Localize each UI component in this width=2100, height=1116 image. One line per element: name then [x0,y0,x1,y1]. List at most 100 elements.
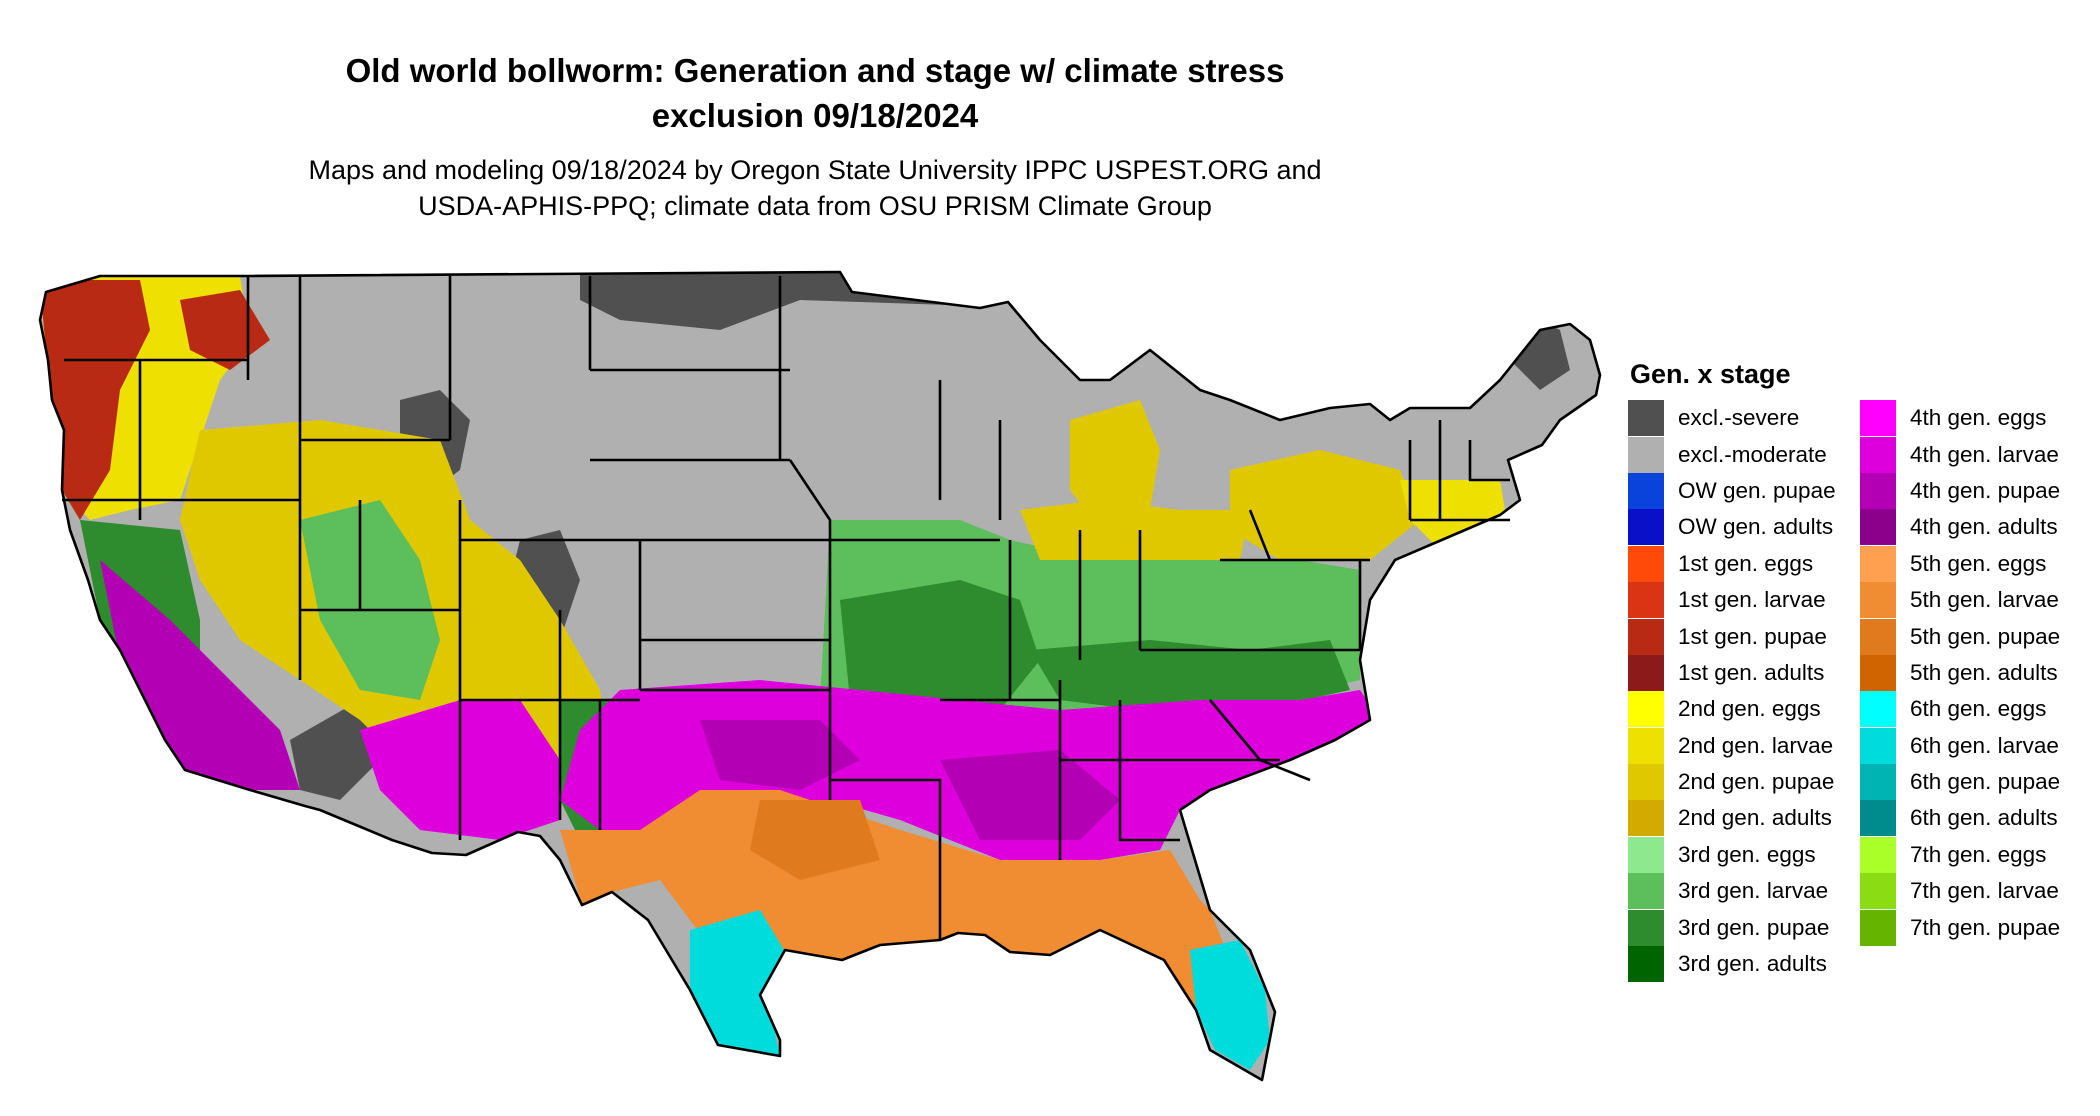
legend-swatch [1628,509,1664,546]
gen3-pupae-missouri [840,580,1040,720]
legend-label: 2nd gen. adults [1678,805,1832,831]
legend-label: 1st gen. larvae [1678,587,1826,613]
legend-label: 7th gen. larvae [1910,878,2059,904]
gen6-larvae-texas [690,910,790,1056]
legend-label: 7th gen. eggs [1910,841,2047,867]
legend-item-1st-gen-pupae: 1st gen. pupae [1628,618,1860,655]
legend-label: 5th gen. pupae [1910,623,2061,649]
legend-item-3rd-gen-pupae: 3rd gen. pupae [1628,909,1860,946]
legend-label: 1st gen. eggs [1678,550,1814,576]
gen2-pupae-michigan [1070,400,1160,530]
legend-item-6th-gen-pupae: 6th gen. pupae [1860,764,2092,801]
legend-item-2nd-gen-adults: 2nd gen. adults [1628,800,1860,837]
legend-swatch [1628,873,1664,910]
legend-label: 3rd gen. larvae [1678,878,1829,904]
legend-item-excl-moderate: excl.-moderate [1628,436,1860,473]
excl-moderate-area [40,272,1600,1080]
legend-swatch [1628,400,1664,437]
gen5-pupae-texas [750,800,880,880]
legend-swatch [1628,727,1664,764]
subtitle-line-2: USDA-APHIS-PPQ; climate data from OSU PR… [418,191,1212,221]
legend-swatch [1860,909,1896,946]
legend-item-6th-gen-larvae: 6th gen. larvae [1860,727,2092,764]
legend-label: 2nd gen. pupae [1678,769,1835,795]
legend-swatch [1860,618,1896,655]
legend-swatch [1628,618,1664,655]
legend-columns: excl.-severe excl.-moderate OW gen. pupae O… [1628,400,2092,983]
gen1-pupae-nw [40,280,150,520]
legend-item-7th-gen-larvae: 7th gen. larvae [1860,873,2092,910]
legend-item-7th-gen-eggs: 7th gen. eggs [1860,836,2092,873]
legend-item-1st-gen-adults: 1st gen. adults [1628,654,1860,691]
legend-item-4th-gen-eggs: 4th gen. eggs [1860,400,2092,437]
legend-swatch [1860,836,1896,873]
legend-item-6th-gen-adults: 6th gen. adults [1860,800,2092,837]
us-map-svg [38,270,1602,1082]
legend-item-3rd-gen-adults: 3rd gen. adults [1628,946,1860,983]
legend-item-1st-gen-eggs: 1st gen. eggs [1628,545,1860,582]
legend-label: 6th gen. adults [1910,805,2058,831]
legend-item-1st-gen-larvae: 1st gen. larvae [1628,582,1860,619]
legend-item-5th-gen-eggs: 5th gen. eggs [1860,545,2092,582]
legend-title: Gen. x stage [1630,359,1791,389]
gen3-larvae-utah [300,500,440,700]
gen4-pupae-mississippi [940,750,1120,840]
legend-swatch [1860,400,1896,437]
legend-swatch [1860,509,1896,546]
legend-swatch [1628,836,1664,873]
legend-item-3rd-gen-larvae: 3rd gen. larvae [1628,873,1860,910]
us-map [30,250,1610,1110]
legend-item-3rd-gen-eggs: 3rd gen. eggs [1628,836,1860,873]
legend-label: 2nd gen. eggs [1678,696,1821,722]
legend: Gen. x stage excl.-severe excl.-moderate O… [1628,356,2092,983]
legend-swatch [1860,727,1896,764]
legend-swatch [1628,800,1664,837]
legend-item-4th-gen-larvae: 4th gen. larvae [1860,436,2092,473]
legend-swatch [1860,436,1896,473]
legend-swatch [1628,909,1664,946]
legend-label: 5th gen. adults [1910,659,2058,685]
legend-item-ow-gen-pupae: OW gen. pupae [1628,472,1860,509]
legend-label: 1st gen. pupae [1678,623,1827,649]
legend-swatch [1860,472,1896,509]
legend-swatch [1628,472,1664,509]
legend-item-2nd-gen-pupae: 2nd gen. pupae [1628,764,1860,801]
legend-label: 3rd gen. adults [1678,951,1827,977]
state-borders [38,270,1602,1082]
title-line-1: Old world bollworm: Generation and stage… [345,52,1285,89]
legend-item-5th-gen-adults: 5th gen. adults [1860,654,2092,691]
gen4-pupae-california [100,560,300,790]
gen3-pupae-kentucky [1030,640,1350,710]
legend-label: 1st gen. adults [1678,659,1825,685]
legend-label: 7th gen. pupae [1910,914,2061,940]
subtitle-line-1: Maps and modeling 09/18/2024 by Oregon S… [308,155,1322,185]
legend-swatch [1628,946,1664,983]
legend-swatch [1860,873,1896,910]
legend-item-2nd-gen-eggs: 2nd gen. eggs [1628,691,1860,728]
legend-label: 6th gen. eggs [1910,696,2047,722]
legend-swatch [1628,545,1664,582]
legend-label: 5th gen. eggs [1910,550,2047,576]
legend-label: 4th gen. eggs [1910,405,2047,431]
legend-label: 6th gen. pupae [1910,769,2061,795]
legend-column-1: excl.-severe excl.-moderate OW gen. pupae O… [1628,400,1860,983]
legend-item-7th-gen-pupae: 7th gen. pupae [1860,909,2092,946]
legend-item-5th-gen-larvae: 5th gen. larvae [1860,582,2092,619]
legend-item-2nd-gen-larvae: 2nd gen. larvae [1628,727,1860,764]
legend-item-6th-gen-eggs: 6th gen. eggs [1860,691,2092,728]
legend-swatch [1860,691,1896,728]
legend-swatch [1628,654,1664,691]
legend-label: OW gen. pupae [1678,477,1836,503]
legend-swatch [1860,800,1896,837]
legend-label: 3rd gen. eggs [1678,841,1816,867]
legend-label: 4th gen. adults [1910,514,2058,540]
legend-swatch [1628,764,1664,801]
legend-label: 4th gen. pupae [1910,477,2061,503]
legend-swatch [1628,582,1664,619]
map-subtitle: Maps and modeling 09/18/2024 by Oregon S… [230,152,1400,224]
gen6-larvae-florida [1190,940,1270,1070]
legend-swatch [1860,582,1896,619]
gen2-pupae-ohio [1020,500,1250,560]
legend-swatch [1860,764,1896,801]
legend-swatch [1628,691,1664,728]
